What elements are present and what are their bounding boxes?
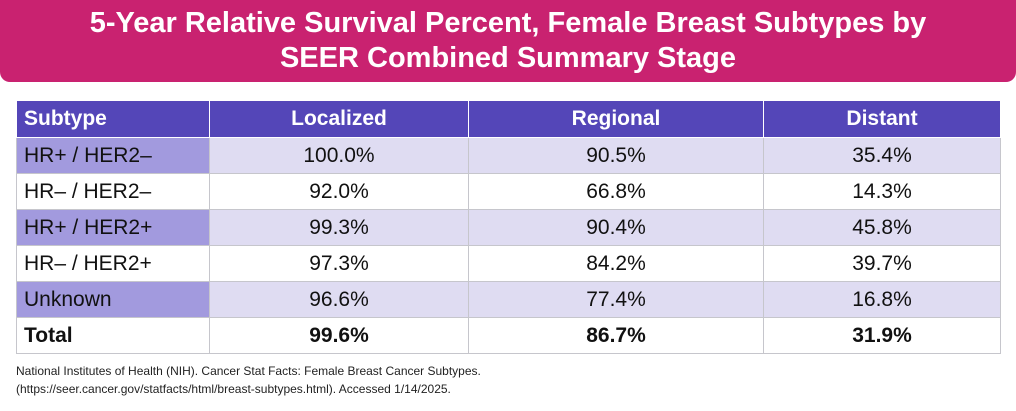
localized-cell: 96.6% <box>209 281 469 318</box>
total-row: Total 99.6% 86.7% 31.9% <box>16 317 1001 354</box>
distant-cell: 16.8% <box>763 281 1001 318</box>
header-localized: Localized <box>209 100 469 138</box>
subtype-cell: HR+ / HER2– <box>16 137 210 174</box>
page-title: 5-Year Relative Survival Percent, Female… <box>28 6 988 76</box>
title-line-1: 5-Year Relative Survival Percent, Female… <box>89 7 927 39</box>
localized-cell: 99.3% <box>209 209 469 246</box>
distant-cell: 45.8% <box>763 209 1001 246</box>
title-line-2: SEER Combined Summary Stage <box>279 42 737 74</box>
regional-cell: 90.5% <box>468 137 764 174</box>
source-citation: National Institutes of Health (NIH). Can… <box>16 362 481 398</box>
title-banner: 5-Year Relative Survival Percent, Female… <box>0 0 1016 82</box>
regional-cell: 77.4% <box>468 281 764 318</box>
total-label-cell: Total <box>16 317 210 354</box>
regional-cell: 66.8% <box>468 173 764 210</box>
table-row: HR– / HER2+ 97.3% 84.2% 39.7% <box>16 245 1001 282</box>
subtype-cell: HR– / HER2– <box>16 173 210 210</box>
header-distant: Distant <box>763 100 1001 138</box>
header-subtype: Subtype <box>16 100 210 138</box>
localized-cell: 100.0% <box>209 137 469 174</box>
subtype-cell: HR+ / HER2+ <box>16 209 210 246</box>
table-row: HR+ / HER2+ 99.3% 90.4% 45.8% <box>16 209 1001 246</box>
table-row: Unknown 96.6% 77.4% 16.8% <box>16 281 1001 318</box>
source-line-1: National Institutes of Health (NIH). Can… <box>16 364 481 378</box>
localized-cell: 97.3% <box>209 245 469 282</box>
total-distant-cell: 31.9% <box>763 317 1001 354</box>
total-regional-cell: 86.7% <box>468 317 764 354</box>
total-localized-cell: 99.6% <box>209 317 469 354</box>
table-row: HR+ / HER2– 100.0% 90.5% 35.4% <box>16 137 1001 174</box>
source-line-2: (https://seer.cancer.gov/statfacts/html/… <box>16 382 451 396</box>
localized-cell: 92.0% <box>209 173 469 210</box>
subtype-cell: Unknown <box>16 281 210 318</box>
distant-cell: 35.4% <box>763 137 1001 174</box>
distant-cell: 39.7% <box>763 245 1001 282</box>
table-row: HR– / HER2– 92.0% 66.8% 14.3% <box>16 173 1001 210</box>
subtype-cell: HR– / HER2+ <box>16 245 210 282</box>
header-regional: Regional <box>468 100 764 138</box>
regional-cell: 84.2% <box>468 245 764 282</box>
regional-cell: 90.4% <box>468 209 764 246</box>
survival-table: Subtype Localized Regional Distant HR+ /… <box>16 100 1001 354</box>
distant-cell: 14.3% <box>763 173 1001 210</box>
table-header-row: Subtype Localized Regional Distant <box>16 100 1001 138</box>
